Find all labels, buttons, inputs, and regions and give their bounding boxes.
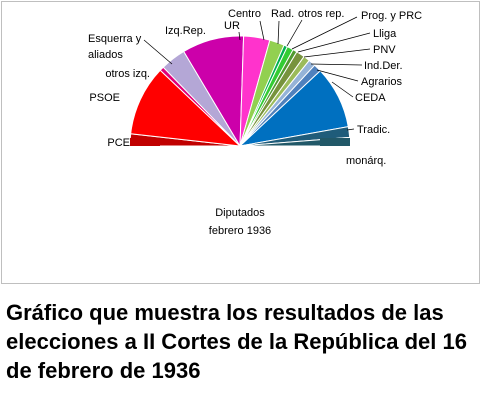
slice-label-lliga: Lliga <box>373 28 397 40</box>
slice-label-otros-izq: otros izq. <box>105 68 150 80</box>
slice-label-rad: Rad. <box>271 8 294 20</box>
center-label-line-1: Diputados <box>215 207 265 219</box>
slice-base-monarq <box>320 138 350 146</box>
slice-psoe <box>130 69 242 147</box>
center-label-line-2: febrero 1936 <box>209 225 271 237</box>
slice-label-prog-y-prc: Prog. y PRC <box>361 10 422 22</box>
slice-label-ur: UR <box>224 20 240 32</box>
leader-line-ceda <box>331 81 354 98</box>
slice-label-agrarios: Agrarios <box>361 76 402 88</box>
leader-line-esquerra-y-aliados <box>143 39 173 65</box>
leader-line-rad <box>277 20 280 45</box>
leader-line-tradic <box>346 128 355 131</box>
slices-layer <box>129 35 351 148</box>
slice-label-pnv: PNV <box>373 44 396 56</box>
slice-label-monarq: monárq. <box>346 155 386 167</box>
leader-line-agrarios <box>316 69 359 82</box>
slice-label-ceda: CEDA <box>355 92 386 104</box>
leader-line-pnv <box>303 48 371 58</box>
chart-area: PCE PSOE otros izq. Esquerra y aliados Izq.Re… <box>1 1 480 284</box>
slice-label-esquerra-y-aliados: Esquerra y aliados <box>88 33 142 61</box>
leader-line-ind-der <box>310 63 363 66</box>
slice-labels: PCE PSOE otros izq. Esquerra y aliados Izq.Re… <box>88 8 422 167</box>
slice-label-centro: Centro <box>228 8 261 20</box>
slice-label-pce: PCE <box>107 137 130 149</box>
leader-line-centro <box>259 20 265 41</box>
figure-caption: Gráfico que muestra los resultados de la… <box>6 300 467 383</box>
slice-label-psoe: PSOE <box>89 92 120 104</box>
parliament-chart: PCE PSOE otros izq. Esquerra y aliados Izq.Re… <box>88 8 422 237</box>
slice-label-tradic: Tradic. <box>357 124 390 136</box>
slice-label-otros-rep: otros rep. <box>298 8 344 20</box>
leader-line-otros-rep <box>286 19 303 47</box>
leader-lines <box>143 16 371 131</box>
leader-line-lliga <box>297 32 371 53</box>
slice-label-izq-rep: Izq.Rep. <box>165 25 206 37</box>
slice-base-pce <box>130 138 160 146</box>
leader-line-prog-y-prc <box>291 16 358 50</box>
slice-label-ind-der: Ind.Der. <box>364 60 403 72</box>
leader-line-ur <box>238 31 241 41</box>
